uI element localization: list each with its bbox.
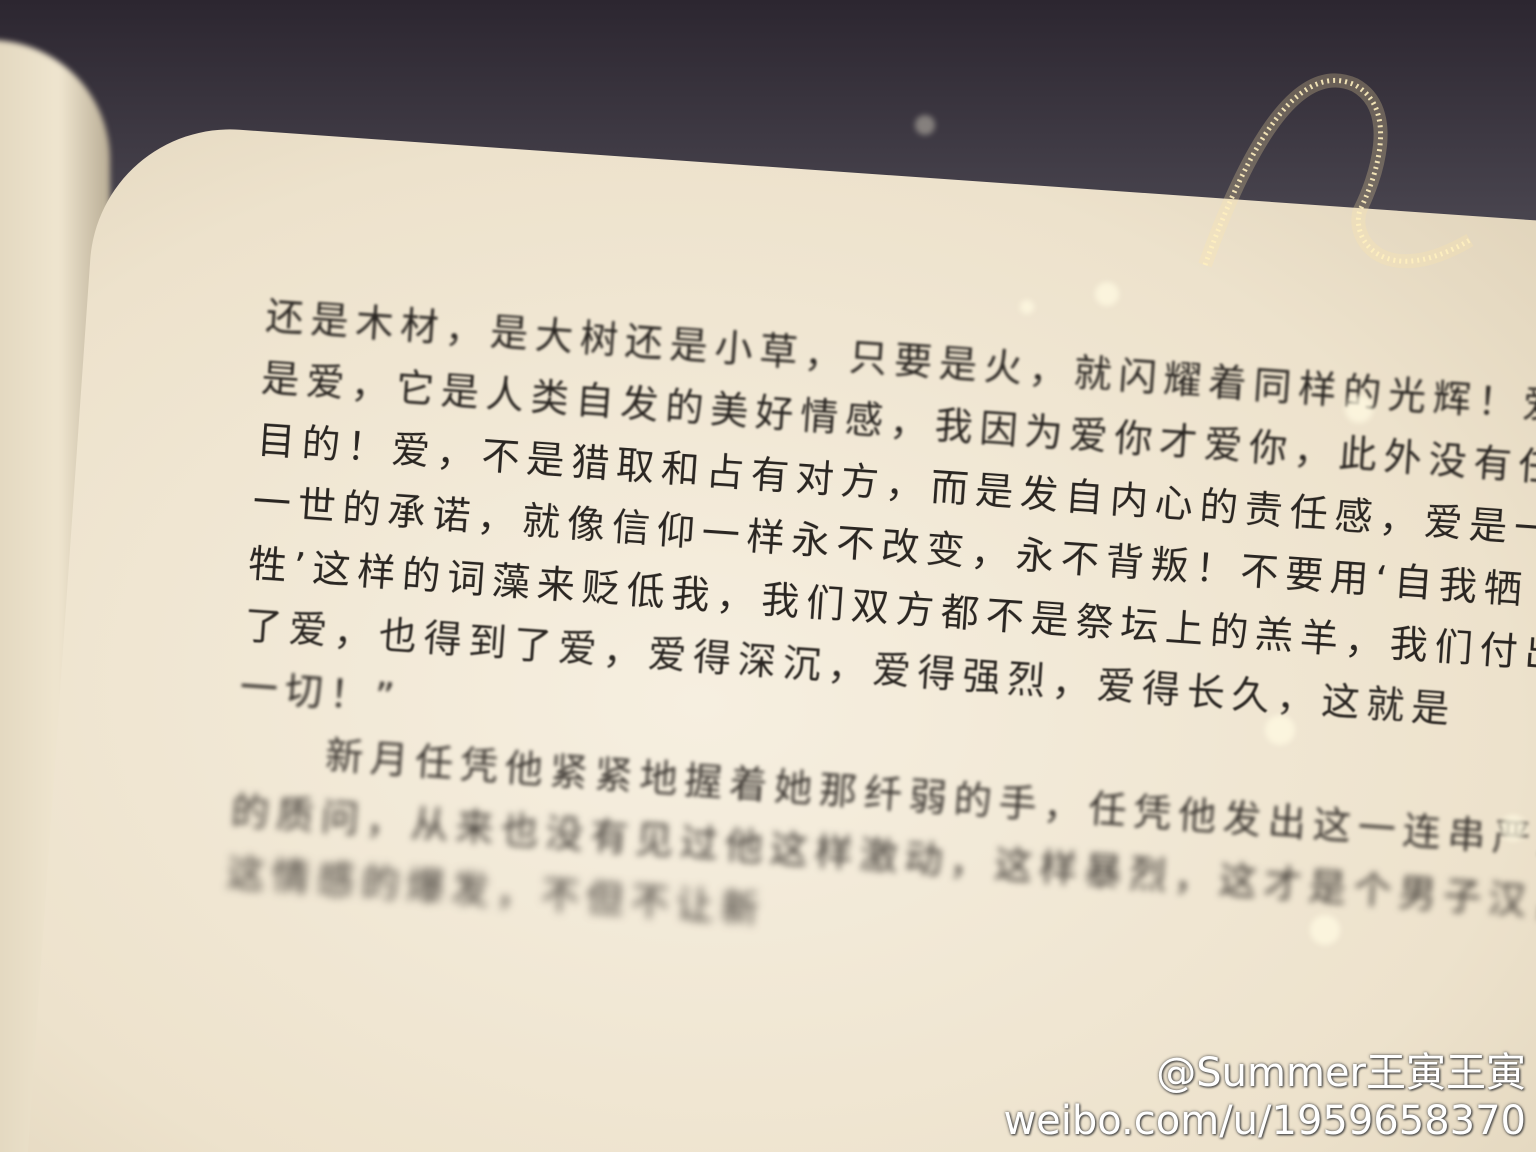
watermark: @Summer王寅王寅 weibo.com/u/1959658370	[1003, 1040, 1526, 1144]
bokeh	[1310, 915, 1340, 945]
watermark-url: weibo.com/u/1959658370	[1003, 1098, 1526, 1144]
sparkle-arc	[1202, 77, 1472, 266]
bokeh	[1500, 815, 1526, 841]
bokeh	[915, 115, 935, 135]
bokeh	[1265, 715, 1295, 745]
bokeh	[1095, 282, 1119, 306]
bokeh	[1345, 395, 1373, 423]
bokeh	[1020, 300, 1034, 314]
sparkle-glow	[1198, 73, 1474, 269]
watermark-handle: @Summer王寅王寅	[1156, 1050, 1526, 1096]
